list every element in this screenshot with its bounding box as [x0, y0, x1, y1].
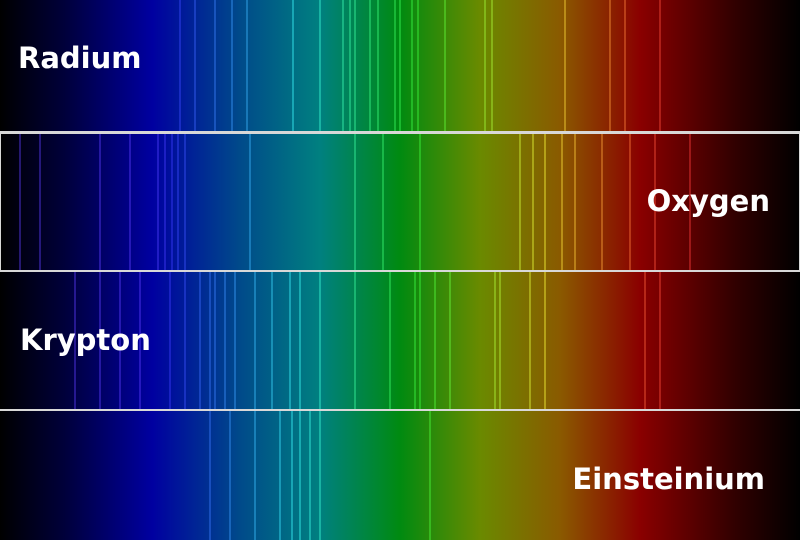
spectrum-band: [0, 411, 800, 540]
element-label: Krypton: [20, 323, 151, 357]
separator: [0, 409, 800, 411]
element-label: Oxygen: [647, 184, 770, 218]
spectrum-band: [0, 133, 800, 270]
spectrum-band: [0, 272, 800, 409]
element-label: Radium: [18, 41, 141, 75]
element-label: Einsteinium: [572, 462, 765, 496]
separator: [0, 131, 800, 133]
